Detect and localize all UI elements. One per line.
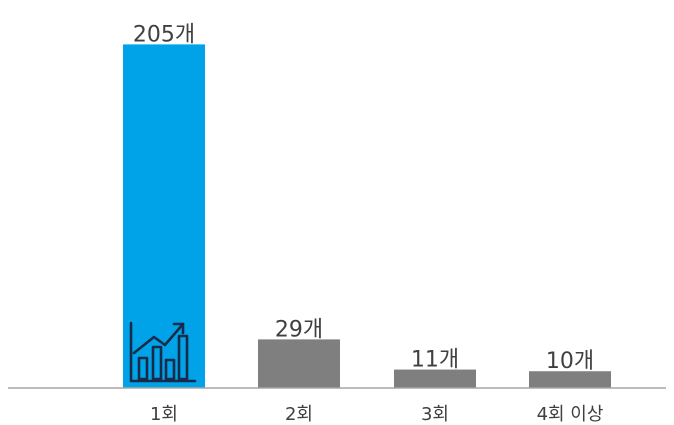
bar-3 [394,369,476,388]
bar-4 [529,371,611,388]
growth-chart-icon [129,321,197,383]
data-label-4: 10개 [546,349,594,374]
icon-trend-arrowhead [172,322,185,335]
data-label-1: 205개 [133,22,195,47]
data-labels-group: 205개 29개 11개 10개 [133,22,594,374]
x-tick-label-4: 4회 이상 [537,404,604,425]
data-label-2: 29개 [275,317,323,342]
bars-group [123,44,611,388]
icon-axes [129,321,197,383]
icon-bar-2 [151,345,163,381]
icon-bar-4 [177,334,189,381]
data-label-3: 11개 [411,348,459,373]
x-tick-labels-group: 1회 2회 3회 4회 이상 [150,404,603,425]
icon-bar-3 [164,358,176,381]
icon-trend-line [132,322,185,355]
bar-1 [123,44,205,388]
bar-2 [258,339,340,388]
x-tick-label-2: 2회 [285,404,313,425]
icon-bar-1 [137,356,149,381]
x-tick-label-1: 1회 [150,404,178,425]
x-tick-label-3: 3회 [421,404,449,425]
